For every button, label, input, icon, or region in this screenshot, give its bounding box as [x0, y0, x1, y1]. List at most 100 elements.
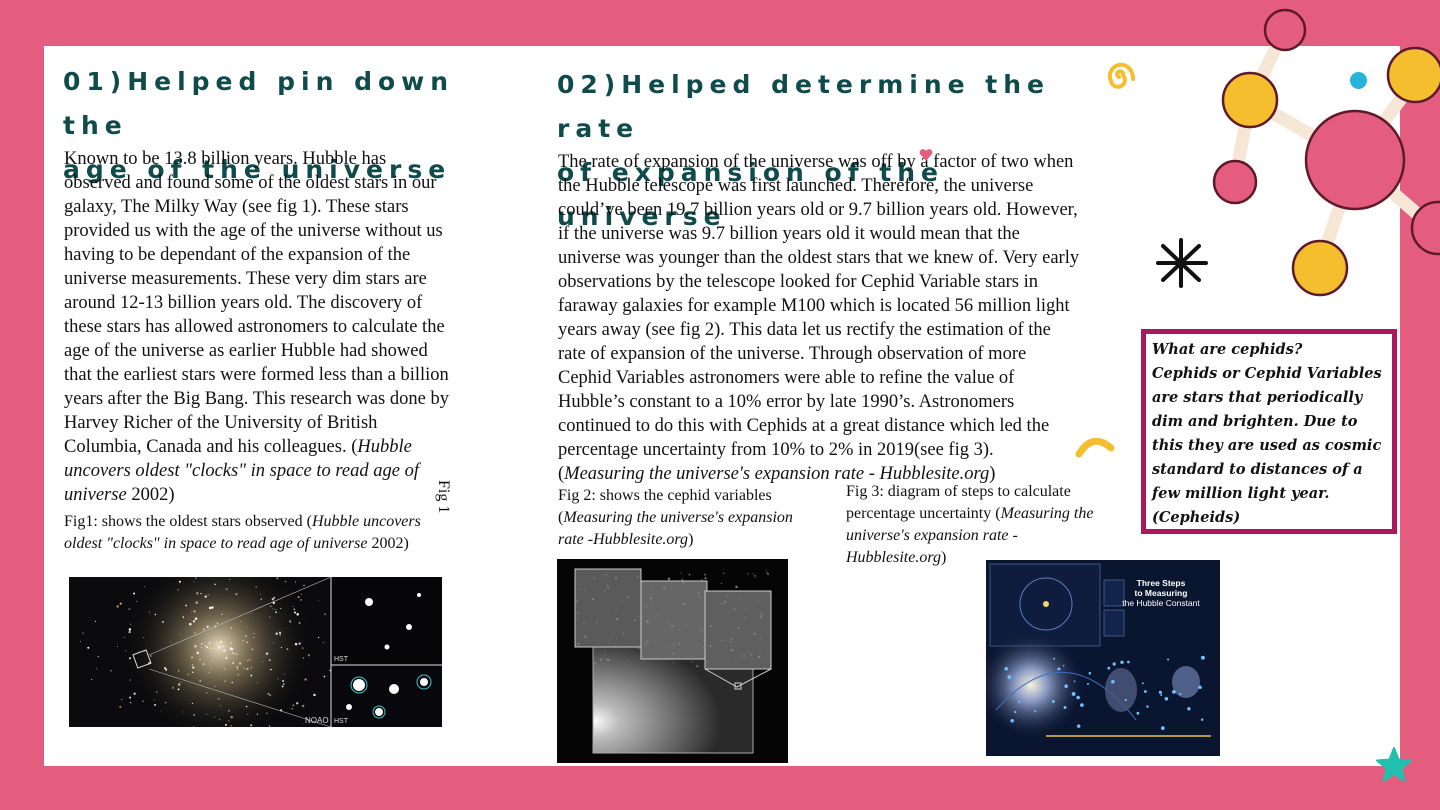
- molecule-atom-yellow-left: [1221, 71, 1279, 129]
- caption-citation: Hubble uncovers: [311, 513, 421, 530]
- hst-label-bottom: HST: [334, 718, 348, 725]
- fig1-star-cluster-image: NOAO HST HST: [69, 577, 442, 727]
- fig1-caption: Fig1: shows the oldest stars observed (H…: [64, 511, 484, 555]
- fig1-side-label: Fig 1: [435, 480, 452, 514]
- fig2-cepheid-graphic: [574, 568, 772, 754]
- fig2-caption-line: rate -Hubblesite.org): [558, 531, 694, 548]
- citation-title: Measuring the universe's expansion rate …: [564, 464, 990, 484]
- fig2-caption-line: (Measuring the universe's expansion: [558, 509, 793, 526]
- molecule-atom-pink-right: [1410, 200, 1440, 256]
- fig2-cepheid-image: [557, 559, 788, 763]
- left-body-line: Columbia, Canada and his colleagues. (Hu…: [64, 435, 504, 459]
- molecule-atom-pink-center: [1304, 109, 1406, 211]
- left-body-text: Columbia, Canada and his colleagues. (: [64, 437, 358, 457]
- left-body-line: age of the universe as earlier Hubble ha…: [64, 341, 428, 361]
- molecule-atom-pink-top: [1263, 8, 1307, 52]
- molecule-atom-yellow-right: [1386, 46, 1440, 104]
- fig3-title: Three Steps to Measuring the Hubble Cons…: [1116, 578, 1206, 608]
- fig1-star-cluster-graphic: [69, 577, 442, 727]
- caption-citation: oldest "clocks" in space to read age of …: [64, 535, 368, 552]
- right-body-line: (Measuring the universe's expansion rate…: [558, 462, 1138, 486]
- right-body-line: universe was younger than the oldest sta…: [558, 248, 1080, 268]
- left-body: Known to be 13.8 billion years. Hubble h…: [64, 147, 504, 507]
- infobox-line: are stars that periodically: [1152, 389, 1363, 406]
- infobox-line: this they are used as cosmic: [1152, 437, 1382, 454]
- right-body-line: faraway galaxies for example M100 which …: [558, 296, 1070, 316]
- infobox-line: Cephids or Cephid Variables: [1152, 365, 1382, 382]
- fig3-diagram-graphic: [986, 563, 1211, 740]
- right-body-line: observations by the telescope looked for…: [558, 272, 1039, 292]
- fig3-caption-line: Hubblesite.org): [846, 547, 1136, 569]
- molecule-atom-pink-left: [1212, 159, 1258, 205]
- right-body-line: continued to do this with Cephids at a g…: [558, 416, 1050, 436]
- left-body-line: these stars has allowed astronomers to c…: [64, 317, 445, 337]
- infobox-line: few million light year.: [1152, 485, 1330, 502]
- fig1-caption-line: oldest "clocks" in space to read age of …: [64, 533, 484, 555]
- fig2-caption: Fig 2: shows the cephid variables (Measu…: [558, 485, 838, 551]
- fig3-title-line: the Hubble Constant: [1122, 598, 1200, 608]
- right-body-line: if the universe was 9.7 billion years ol…: [558, 224, 1020, 244]
- hst-label-top: HST: [334, 656, 348, 663]
- caption-text: 2002): [367, 535, 409, 552]
- infobox-line: standard to distances of a: [1152, 461, 1363, 478]
- left-body-line: Harvey Richer of the University of Briti…: [64, 413, 378, 433]
- caption-text: Fig1: shows the oldest stars observed (: [64, 513, 312, 530]
- fig3-caption-line: percentage uncertainty (Measuring the: [846, 503, 1136, 525]
- noao-label: NOAO: [305, 716, 329, 725]
- fig3-caption-line: universe's expansion rate -: [846, 525, 1136, 547]
- fig3-title-line: to Measuring: [1134, 588, 1188, 598]
- caption-citation: Hubblesite.org: [846, 549, 941, 566]
- caption-citation: Measuring the universe's expansion: [563, 509, 793, 526]
- citation-title: uncovers oldest "clocks" in space to rea…: [64, 461, 419, 481]
- citation-year: 2002): [126, 485, 175, 505]
- fig3-caption-line: Fig 3: diagram of steps to calculate: [846, 483, 1071, 500]
- left-body-line: universe 2002): [64, 483, 504, 507]
- cyan-dot-decoration: [1350, 72, 1367, 89]
- right-heading-line2: of expansion of the universe: [557, 158, 944, 231]
- left-body-line: observed and found some of the oldest st…: [64, 173, 437, 193]
- left-heading-line1: 01)Helped pin down the: [63, 67, 455, 140]
- paren: (: [558, 464, 565, 484]
- caption-text: percentage uncertainty (: [846, 505, 1001, 522]
- right-body-line: years away (see fig 2). This data let us…: [558, 320, 1051, 340]
- right-body-line: percentage uncertainty from 10% to 2% in…: [558, 440, 994, 460]
- caption-text: ): [940, 549, 947, 566]
- right-body-line: could’ve been 19.7 billion years old or …: [558, 200, 1078, 220]
- right-body-line: rate of expansion of the universe. Throu…: [558, 344, 1027, 364]
- left-heading: 01)Helped pin down the age of the univer…: [63, 60, 533, 192]
- caption-citation: universe's expansion rate -: [846, 527, 1018, 544]
- left-body-line: that the earliest stars were formed less…: [64, 365, 449, 385]
- caption-citation: rate -Hubblesite.org: [558, 531, 689, 548]
- left-body-line: galaxy, The Milky Way (see fig 1). These…: [64, 197, 409, 217]
- infobox-line: (Cepheids): [1152, 509, 1241, 526]
- asterisk-decoration-icon: [1156, 238, 1208, 288]
- fig1-caption-line: Fig1: shows the oldest stars observed (H…: [64, 511, 484, 533]
- right-body: The rate of expansion of the universe wa…: [558, 150, 1138, 486]
- fig3-caption: Fig 3: diagram of steps to calculate per…: [846, 481, 1136, 569]
- molecule-atom-yellow-bottom: [1291, 239, 1349, 297]
- citation-title: Hubble: [357, 437, 412, 457]
- left-body-line: having to be dependant of the expansion …: [64, 245, 411, 265]
- paren: ): [989, 464, 996, 484]
- right-heading-line1: 02)Helped determine the rate: [557, 70, 1050, 143]
- infobox-line: What are cephids?: [1152, 341, 1303, 358]
- right-body-line: Cephid Variables astronomers were able t…: [558, 368, 1015, 388]
- fig3-title-line: Three Steps: [1136, 578, 1186, 588]
- left-body-line: around 12-13 billion years old. The disc…: [64, 293, 423, 313]
- teal-star-decoration-icon: [1376, 747, 1412, 782]
- caption-citation: Measuring the: [1000, 505, 1094, 522]
- molecule-decoration: [1212, 8, 1440, 297]
- left-body-line: uncovers oldest "clocks" in space to rea…: [64, 459, 504, 483]
- left-heading-line2: age of the universe: [63, 155, 452, 184]
- fig2-caption-line: Fig 2: shows the cephid variables: [558, 487, 772, 504]
- left-body-line: Known to be 13.8 billion years. Hubble h…: [64, 149, 387, 169]
- pink-heart-decoration-icon: [919, 149, 933, 161]
- left-body-line: years after the Big Bang. This research …: [64, 389, 449, 409]
- right-heading: 02)Helped determine the rate of expansio…: [557, 63, 1117, 239]
- spiral-decoration-icon: [1107, 62, 1135, 89]
- left-body-line: provided us with the age of the universe…: [64, 221, 443, 241]
- right-body-line: the Hubble telescope was first launched.…: [558, 176, 1034, 196]
- citation-title: universe: [64, 485, 127, 505]
- fig3-hubble-constant-diagram: Three Steps to Measuring the Hubble Cons…: [986, 560, 1220, 756]
- left-body-line: universe measurements. These very dim st…: [64, 269, 427, 289]
